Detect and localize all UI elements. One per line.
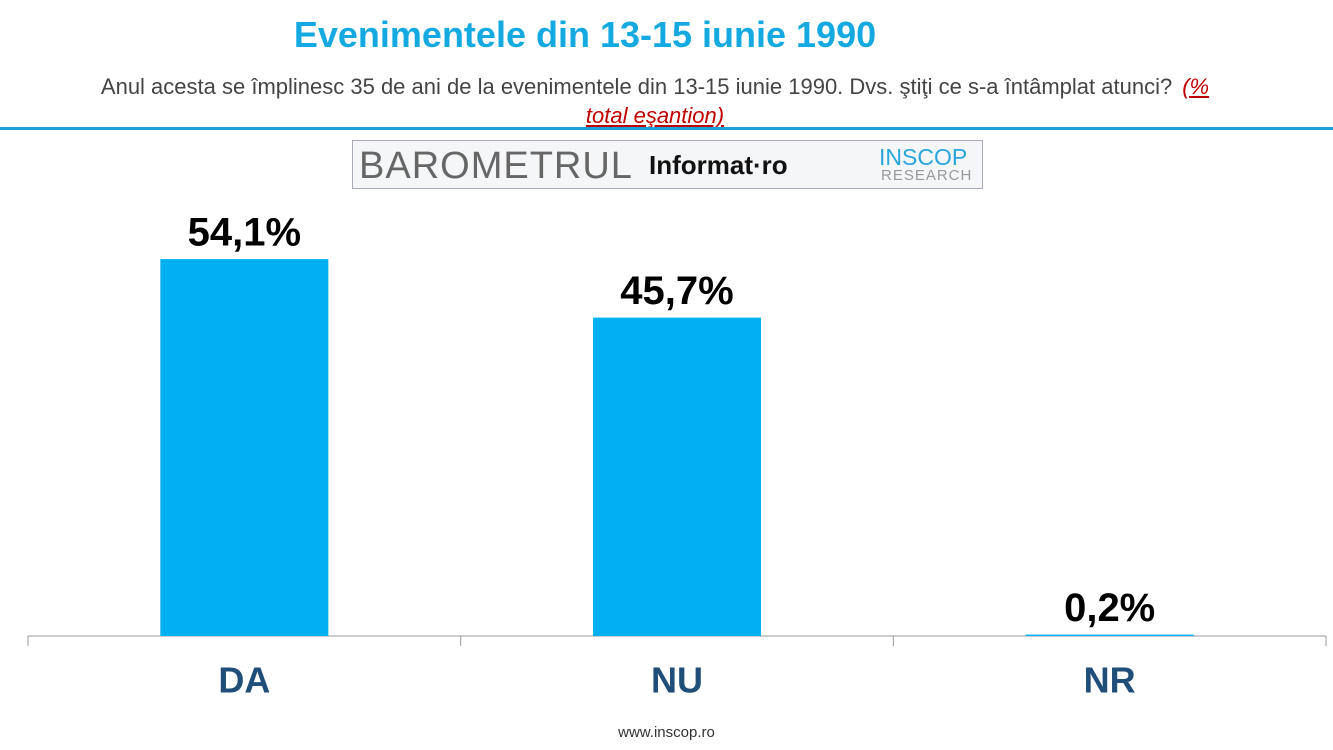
value-label: 0,2% bbox=[1064, 586, 1155, 630]
bar bbox=[1025, 634, 1194, 636]
x-tick-label: NR bbox=[1084, 660, 1136, 701]
bar bbox=[160, 259, 329, 636]
logo-text: Informat·ro bbox=[649, 150, 788, 180]
divider bbox=[0, 127, 1333, 130]
subtitle-block: Anul acesta se împlinesc 35 de ani de la… bbox=[85, 72, 1225, 130]
logo-text: INSCOP bbox=[879, 144, 968, 170]
logo-banner: BAROMETRUL Informat·ro INSCOP RESEARCH bbox=[352, 140, 983, 189]
title: Evenimentele din 13-15 iunie 1990 bbox=[293, 14, 877, 55]
logo-text: BAROMETRUL bbox=[359, 145, 633, 187]
x-tick-label: DA bbox=[218, 660, 270, 701]
bar bbox=[593, 317, 761, 636]
value-label: 54,1% bbox=[188, 211, 301, 255]
value-label: 45,7% bbox=[620, 269, 733, 313]
logo-text: RESEARCH bbox=[881, 167, 973, 184]
subtitle: Anul acesta se împlinesc 35 de ani de la… bbox=[100, 74, 1173, 99]
note: (% total eşantion) bbox=[585, 74, 1210, 128]
footer: www.inscop.ro bbox=[618, 724, 715, 741]
x-tick-label: NU bbox=[651, 660, 703, 701]
